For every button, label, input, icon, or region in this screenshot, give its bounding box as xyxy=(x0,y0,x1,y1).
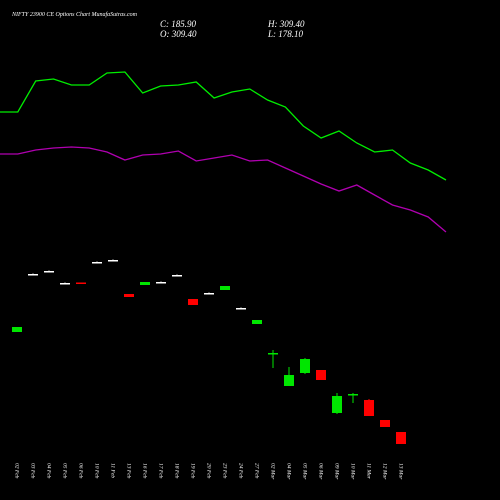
x-tick-label: 24 Feb xyxy=(238,463,245,479)
x-tick-label: 06 Feb xyxy=(78,463,84,479)
x-tick-label: 02 Feb xyxy=(14,463,20,479)
candle-body xyxy=(332,396,342,413)
low-label: L: 178.10 xyxy=(267,29,304,39)
candle-body xyxy=(76,282,86,284)
candle-body xyxy=(44,271,54,273)
x-tick-label: 13 Mar xyxy=(398,463,404,480)
candle-body xyxy=(380,420,390,427)
candle-body xyxy=(252,320,262,324)
x-tick-label: 19 Feb xyxy=(190,463,196,479)
x-tick-label: 04 Feb xyxy=(46,463,53,479)
candle-body xyxy=(204,293,214,295)
candle-body xyxy=(172,275,182,277)
x-tick-label: 20 Feb xyxy=(206,463,212,479)
candle-body xyxy=(12,327,22,332)
x-tick-label: 11 Feb xyxy=(110,463,116,478)
x-tick-label: 09 Mar xyxy=(334,463,340,480)
candle-body xyxy=(348,394,358,396)
x-tick-label: 12 Mar xyxy=(382,463,388,480)
ma-line xyxy=(0,71,447,181)
candle-body xyxy=(220,286,230,290)
x-tick-label: 23 Feb xyxy=(222,463,228,479)
candle-body xyxy=(364,400,374,416)
candle-body xyxy=(108,260,118,262)
high-label: H: 309.40 xyxy=(267,19,305,29)
x-tick-label: 10 Feb xyxy=(94,463,100,479)
x-tick-label: 10 Mar xyxy=(350,463,356,480)
candle-body xyxy=(28,274,38,276)
candle-body xyxy=(140,282,150,285)
x-tick-label: 06 Mar xyxy=(318,463,324,480)
x-tick-label: 05 Mar xyxy=(302,463,308,480)
x-tick-label: 17 Feb xyxy=(158,463,164,479)
x-tick-label: 16 Feb xyxy=(142,463,148,479)
chart-title: NIFTY 23900 CE Options Chart MunafaSutra… xyxy=(11,11,138,18)
candle-body xyxy=(124,294,134,297)
x-tick-label: 18 Feb xyxy=(174,463,180,479)
close-label: C: 185.90 xyxy=(160,19,197,29)
x-tick-label: 13 Feb xyxy=(126,463,132,479)
candle-body xyxy=(284,375,294,386)
candle-body xyxy=(268,353,278,355)
open-label: O: 309.40 xyxy=(160,29,197,39)
x-tick-label: 27 Feb xyxy=(254,463,260,479)
x-tick-label: 05 Feb xyxy=(62,463,68,479)
candle-body xyxy=(188,299,198,305)
candle-body xyxy=(92,262,102,264)
candle-body xyxy=(300,359,310,373)
candle-body xyxy=(236,308,246,310)
x-tick-label: 04 Mar xyxy=(286,463,293,480)
candle-body xyxy=(156,282,166,284)
x-tick-label: 02 Mar xyxy=(270,463,276,480)
candle-body xyxy=(316,370,326,380)
x-tick-label: 03 Feb xyxy=(30,463,36,479)
candle-body xyxy=(396,432,406,444)
candle-body xyxy=(60,283,70,285)
ma-line xyxy=(0,146,447,233)
x-tick-label: 11 Mar xyxy=(366,463,372,480)
